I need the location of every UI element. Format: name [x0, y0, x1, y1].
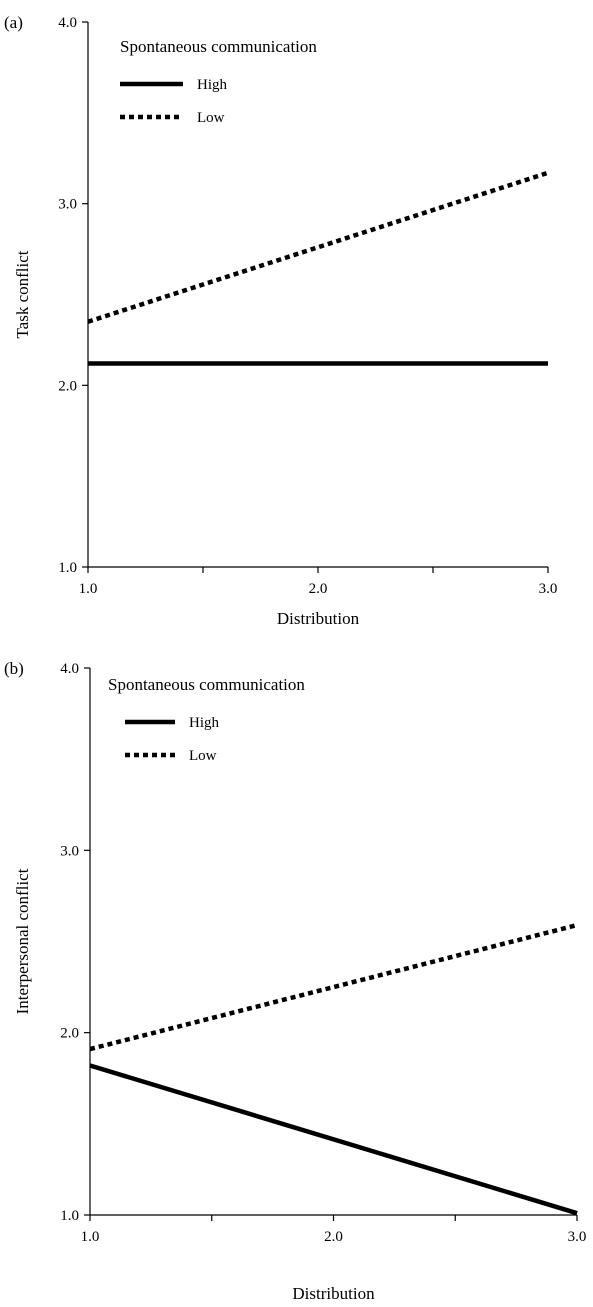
x-axis-title: Distribution [277, 609, 360, 628]
legend-entry-low: Low [189, 748, 217, 764]
series-line-high [89, 1063, 578, 1216]
chart-panel-1: (a) 1.0 2.0 3.0 4.0 1.0 2.0 3.0 Distribution Task… [4, 13, 557, 628]
series-line-low [89, 922, 578, 1052]
legend-entry-low: Low [197, 110, 225, 126]
legend-entry-high: High [197, 77, 228, 93]
x-tick-label: 2.0 [309, 581, 328, 597]
y-tick-label: 2.0 [58, 378, 77, 394]
x-tick-label: 3.0 [568, 1229, 587, 1245]
legend-title: Spontaneous communication [108, 675, 305, 694]
y-tick-label: 3.0 [60, 843, 79, 859]
x-axis-title: Distribution [292, 1284, 375, 1303]
y-tick-label: 4.0 [58, 15, 77, 31]
x-tick-label: 3.0 [539, 581, 558, 597]
legend-entry-high: High [189, 715, 220, 731]
y-tick-label: 1.0 [60, 1208, 79, 1224]
chart-panel-2: (b) 1.0 2.0 3.0 4.0 1.0 2.0 3.0 Distribution Inte… [4, 659, 586, 1303]
x-tick-label: 2.0 [324, 1229, 343, 1245]
legend-title: Spontaneous communication [120, 37, 317, 56]
x-tick-label: 1.0 [79, 581, 98, 597]
y-axis-title: Interpersonal conflict [13, 868, 32, 1014]
y-axis-title: Task conflict [13, 250, 32, 338]
panel-label: (a) [4, 13, 23, 32]
y-tick-label: 3.0 [58, 197, 77, 213]
series-line-low [87, 170, 549, 324]
x-tick-label: 1.0 [81, 1229, 100, 1245]
y-tick-label: 1.0 [58, 560, 77, 576]
y-tick-label: 4.0 [60, 661, 79, 677]
panel-label: (b) [4, 659, 24, 678]
y-tick-label: 2.0 [60, 1026, 79, 1042]
